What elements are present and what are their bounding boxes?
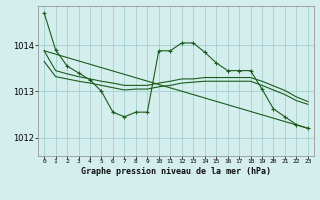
X-axis label: Graphe pression niveau de la mer (hPa): Graphe pression niveau de la mer (hPa) xyxy=(81,167,271,176)
